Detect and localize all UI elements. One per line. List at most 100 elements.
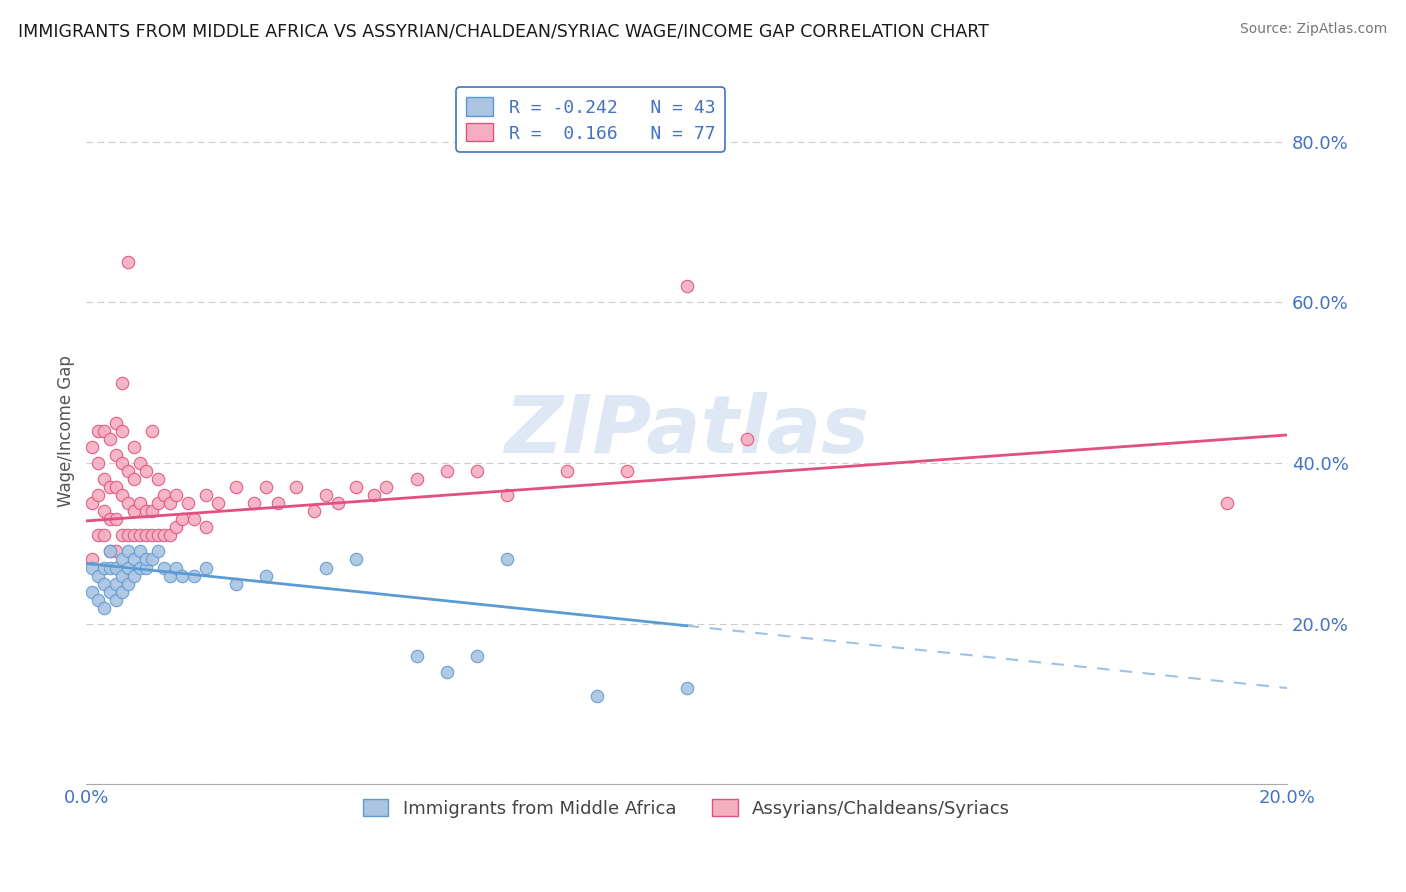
Point	[87, 456, 110, 470]
Point	[87, 424, 110, 438]
Point	[129, 496, 152, 510]
Point	[159, 528, 181, 542]
Point	[98, 544, 121, 558]
Point	[87, 528, 110, 542]
Point	[735, 432, 758, 446]
Point	[117, 544, 139, 558]
Point	[129, 544, 152, 558]
Point	[98, 544, 121, 558]
Point	[87, 592, 110, 607]
Point	[117, 560, 139, 574]
Point	[93, 600, 115, 615]
Point	[98, 480, 121, 494]
Point	[405, 648, 427, 663]
Point	[141, 504, 163, 518]
Point	[225, 480, 247, 494]
Legend: Immigrants from Middle Africa, Assyrians/Chaldeans/Syriacs: Immigrants from Middle Africa, Assyrians…	[356, 791, 1018, 825]
Point	[135, 528, 157, 542]
Point	[105, 416, 128, 430]
Point	[616, 464, 638, 478]
Point	[267, 496, 290, 510]
Point	[124, 472, 146, 486]
Point	[165, 488, 187, 502]
Point	[304, 504, 326, 518]
Point	[82, 584, 104, 599]
Point	[183, 568, 205, 582]
Point	[675, 681, 697, 695]
Point	[285, 480, 308, 494]
Point	[105, 512, 128, 526]
Point	[555, 464, 578, 478]
Point	[105, 544, 128, 558]
Point	[172, 512, 194, 526]
Point	[82, 440, 104, 454]
Point	[436, 665, 458, 679]
Point	[111, 456, 134, 470]
Point	[98, 512, 121, 526]
Point	[124, 504, 146, 518]
Point	[436, 464, 458, 478]
Point	[129, 560, 152, 574]
Point	[141, 424, 163, 438]
Point	[98, 432, 121, 446]
Point	[82, 496, 104, 510]
Point	[117, 464, 139, 478]
Point	[129, 528, 152, 542]
Point	[111, 584, 134, 599]
Point	[105, 560, 128, 574]
Point	[315, 560, 337, 574]
Point	[225, 576, 247, 591]
Point	[124, 440, 146, 454]
Point	[405, 472, 427, 486]
Point	[87, 488, 110, 502]
Point	[346, 480, 368, 494]
Point	[135, 560, 157, 574]
Point	[141, 528, 163, 542]
Point	[148, 472, 170, 486]
Point	[315, 488, 337, 502]
Point	[98, 584, 121, 599]
Point	[117, 255, 139, 269]
Text: Source: ZipAtlas.com: Source: ZipAtlas.com	[1240, 22, 1388, 37]
Point	[363, 488, 385, 502]
Point	[148, 528, 170, 542]
Point	[93, 576, 115, 591]
Point	[328, 496, 350, 510]
Point	[675, 279, 697, 293]
Point	[124, 552, 146, 566]
Point	[93, 424, 115, 438]
Point	[165, 520, 187, 534]
Point	[195, 488, 218, 502]
Point	[495, 488, 517, 502]
Point	[124, 568, 146, 582]
Point	[195, 560, 218, 574]
Point	[93, 472, 115, 486]
Point	[117, 496, 139, 510]
Point	[495, 552, 517, 566]
Point	[111, 568, 134, 582]
Point	[153, 488, 176, 502]
Point	[111, 424, 134, 438]
Point	[153, 528, 176, 542]
Point	[141, 552, 163, 566]
Point	[111, 488, 134, 502]
Point	[159, 496, 181, 510]
Point	[111, 552, 134, 566]
Point	[135, 552, 157, 566]
Point	[129, 456, 152, 470]
Point	[135, 464, 157, 478]
Point	[207, 496, 229, 510]
Point	[177, 496, 200, 510]
Point	[87, 568, 110, 582]
Point	[465, 648, 488, 663]
Point	[183, 512, 205, 526]
Point	[82, 552, 104, 566]
Point	[93, 560, 115, 574]
Point	[585, 689, 607, 703]
Point	[105, 448, 128, 462]
Point	[159, 568, 181, 582]
Point	[1216, 496, 1239, 510]
Point	[93, 504, 115, 518]
Point	[375, 480, 398, 494]
Point	[105, 592, 128, 607]
